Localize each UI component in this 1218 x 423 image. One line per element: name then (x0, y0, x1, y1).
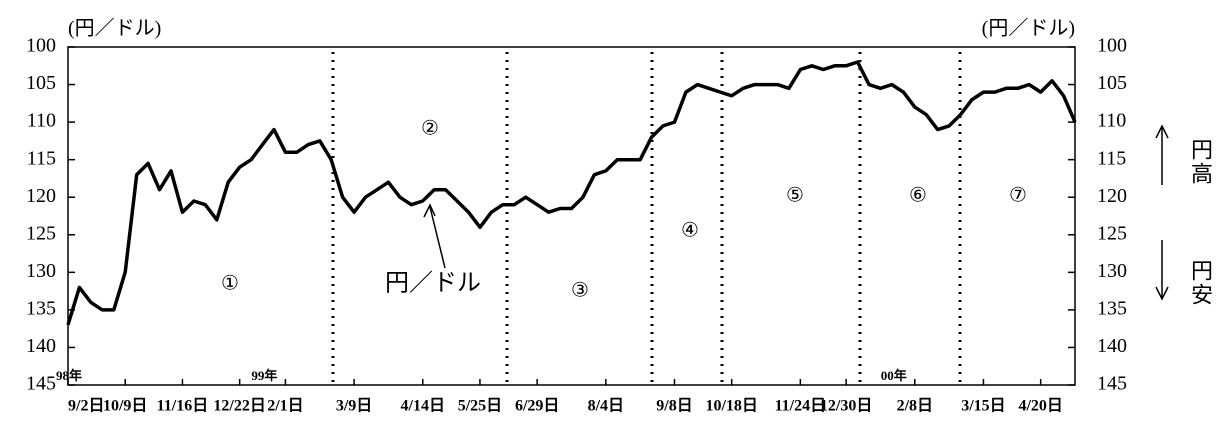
y2-tick-label: 135 (1097, 297, 1127, 319)
x-tick-label: 3/15日 (961, 397, 1005, 415)
y2-tick-label: 110 (1097, 110, 1126, 132)
period-label: ⑥ (909, 185, 927, 207)
price-line (66, 60, 1077, 326)
x-tick-label: 10/18日 (705, 397, 757, 415)
x-tick-label: 11/24日 (775, 397, 827, 415)
period-dividers (331, 52, 962, 385)
x-tick-label: 4/20日 (1018, 397, 1062, 415)
y-axis-label: (円／ドル) (68, 18, 161, 40)
y2-tick-label: 145 (1097, 373, 1127, 395)
period-label: ⑤ (786, 185, 804, 207)
x-tick-label: 11/16日 (157, 397, 209, 415)
y2-tick-label: 115 (1097, 147, 1126, 169)
period-label: ① (221, 273, 239, 295)
y-tick-label: 130 (26, 260, 56, 282)
y-tick-label: 100 (26, 35, 56, 57)
x-year-label: 00年 (881, 368, 907, 383)
y2-axis-label: (円／ドル) (982, 18, 1075, 40)
y-tick-label: 125 (26, 222, 56, 244)
period-label: ③ (571, 280, 589, 302)
yen-strong-note: 円高 (1188, 138, 1213, 186)
y-tick-label: 110 (27, 110, 56, 132)
x-tick-label: 8/4日 (588, 397, 624, 415)
x-tick-label: 3/9日 (336, 397, 372, 415)
direction-arrows (1155, 124, 1169, 301)
x-tick-label: 9/8日 (656, 397, 692, 415)
y2-tick-label: 130 (1097, 260, 1127, 282)
x-tick-label: 4/14日 (401, 397, 445, 415)
x-tick-label: 2/1日 (267, 397, 303, 415)
x-year-label: 99年 (251, 368, 277, 383)
x-tick-label: 9/2日 (68, 397, 104, 415)
y-tick-label: 140 (26, 335, 56, 357)
y2-tick-label: 100 (1097, 35, 1127, 57)
period-label: ⑦ (1009, 185, 1027, 207)
x-tick-label: 12/30日 (820, 397, 872, 415)
y-tick-label: 105 (26, 72, 56, 94)
x-tick-label: 6/29日 (515, 397, 559, 415)
line-label: 円／ドル (385, 271, 481, 297)
period-label: ② (421, 118, 439, 140)
line-label-arrow (423, 203, 446, 269)
y2-tick-label: 105 (1097, 72, 1127, 94)
x-tick-label: 5/25日 (458, 397, 502, 415)
y-tick-label: 135 (26, 297, 56, 319)
y2-tick-label: 140 (1097, 335, 1127, 357)
y-tick-label: 120 (26, 185, 56, 207)
y2-tick-label: 125 (1097, 222, 1127, 244)
period-label: ④ (681, 220, 699, 242)
x-tick-label: 10/9日 (103, 397, 147, 415)
y-tick-label: 115 (27, 147, 56, 169)
x-year-label: 98年 (56, 368, 82, 383)
plot-frame (67, 46, 1076, 386)
yen-weak-note: 円安 (1188, 259, 1213, 307)
y2-tick-label: 120 (1097, 185, 1127, 207)
x-tick-label: 12/22日 (213, 397, 265, 415)
y-tick-label: 145 (26, 373, 56, 395)
x-tick-label: 2/8日 (897, 397, 933, 415)
